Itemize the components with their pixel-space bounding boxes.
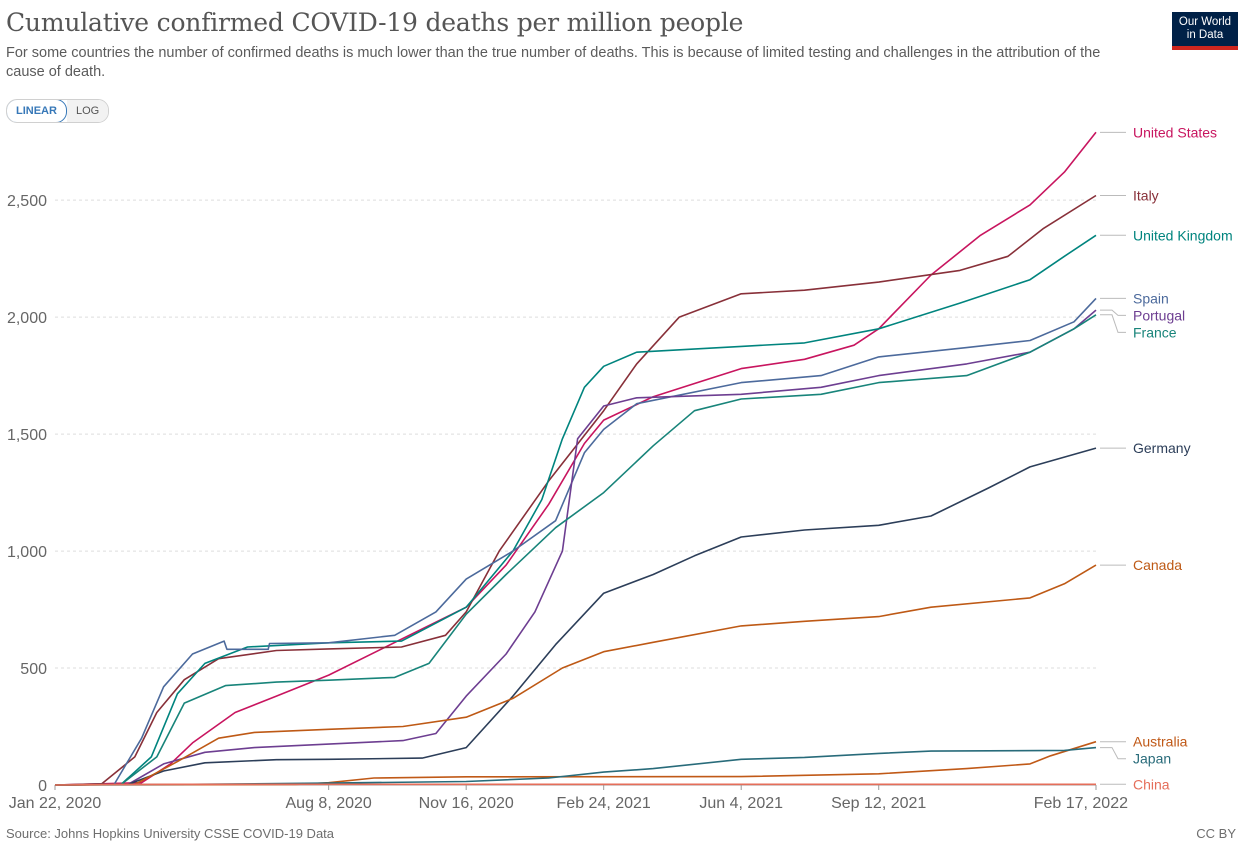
chart-subtitle: For some countries the number of confirm… bbox=[6, 45, 1101, 80]
series-label-china[interactable]: China bbox=[1133, 776, 1170, 792]
series-label-united-states[interactable]: United States bbox=[1133, 124, 1217, 140]
owid-logo[interactable]: Our World in Data bbox=[1172, 12, 1238, 50]
gridlines bbox=[55, 199, 1096, 669]
series-line-france[interactable] bbox=[54, 314, 1097, 786]
y-axis-tick-labels: 0 500 1,000 1,500 2,000 2,500 bbox=[7, 193, 47, 795]
series-line-china[interactable] bbox=[54, 783, 1096, 786]
license-link[interactable]: CC BY bbox=[1196, 826, 1236, 841]
scale-toggle: LINEAR LOG bbox=[6, 99, 110, 123]
series-label-germany[interactable]: Germany bbox=[1133, 440, 1191, 456]
y-tick-label: 0 bbox=[38, 778, 47, 795]
label-connector bbox=[1100, 747, 1126, 760]
x-tick-label: Jun 4, 2021 bbox=[699, 795, 783, 812]
series-labels: United States Italy United Kingdom SpainPor… bbox=[1100, 124, 1233, 792]
label-connector bbox=[1100, 309, 1126, 316]
x-tick-label: Nov 16, 2020 bbox=[419, 795, 514, 812]
series-line-united-kingdom[interactable] bbox=[54, 234, 1097, 786]
y-tick-label: 500 bbox=[20, 661, 47, 678]
series-label-canada[interactable]: Canada bbox=[1133, 557, 1182, 573]
x-tick-label: Aug 8, 2020 bbox=[286, 795, 372, 812]
linear-scale-button[interactable]: LINEAR bbox=[7, 100, 67, 122]
x-tick-label: Sep 12, 2021 bbox=[831, 795, 926, 812]
series-label-united-kingdom[interactable]: United Kingdom bbox=[1133, 227, 1233, 243]
series-line-australia[interactable] bbox=[54, 740, 1097, 786]
series-label-spain[interactable]: Spain bbox=[1133, 290, 1169, 306]
label-connector bbox=[1100, 314, 1126, 333]
x-tick-label: Feb 17, 2022 bbox=[1034, 795, 1128, 812]
y-tick-label: 2,000 bbox=[7, 310, 47, 327]
series-label-italy[interactable]: Italy bbox=[1133, 188, 1159, 204]
series-label-portugal[interactable]: Portugal bbox=[1133, 307, 1185, 323]
logo-line-2: in Data bbox=[1186, 29, 1224, 41]
log-scale-button[interactable]: LOG bbox=[66, 100, 109, 122]
series-label-japan[interactable]: Japan bbox=[1133, 751, 1171, 767]
series-label-france[interactable]: France bbox=[1133, 324, 1177, 340]
x-tick-label: Jan 22, 2020 bbox=[9, 795, 102, 812]
series-lines bbox=[54, 131, 1097, 786]
y-tick-label: 2,500 bbox=[7, 193, 47, 210]
series-line-united-states[interactable] bbox=[54, 131, 1097, 786]
logo-line-1: Our World bbox=[1178, 16, 1232, 28]
series-line-portugal[interactable] bbox=[54, 309, 1097, 786]
series-line-italy[interactable] bbox=[54, 194, 1097, 786]
series-line-germany[interactable] bbox=[54, 447, 1097, 786]
series-line-spain[interactable] bbox=[54, 297, 1097, 786]
x-tick-label: Feb 24, 2021 bbox=[557, 795, 651, 812]
x-axis: Jan 22, 2020 Aug 8, 2020 Nov 16, 2020 Feb 2… bbox=[9, 784, 1128, 812]
series-line-canada[interactable] bbox=[54, 564, 1097, 786]
chart-title: Cumulative confirmed COVID-19 deaths per… bbox=[6, 8, 744, 37]
y-tick-label: 1,000 bbox=[7, 544, 47, 561]
source-note: Source: Johns Hopkins University CSSE CO… bbox=[6, 826, 335, 841]
series-label-australia[interactable]: Australia bbox=[1133, 734, 1188, 750]
series-line-japan[interactable] bbox=[54, 746, 1097, 786]
y-tick-label: 1,500 bbox=[7, 427, 47, 444]
